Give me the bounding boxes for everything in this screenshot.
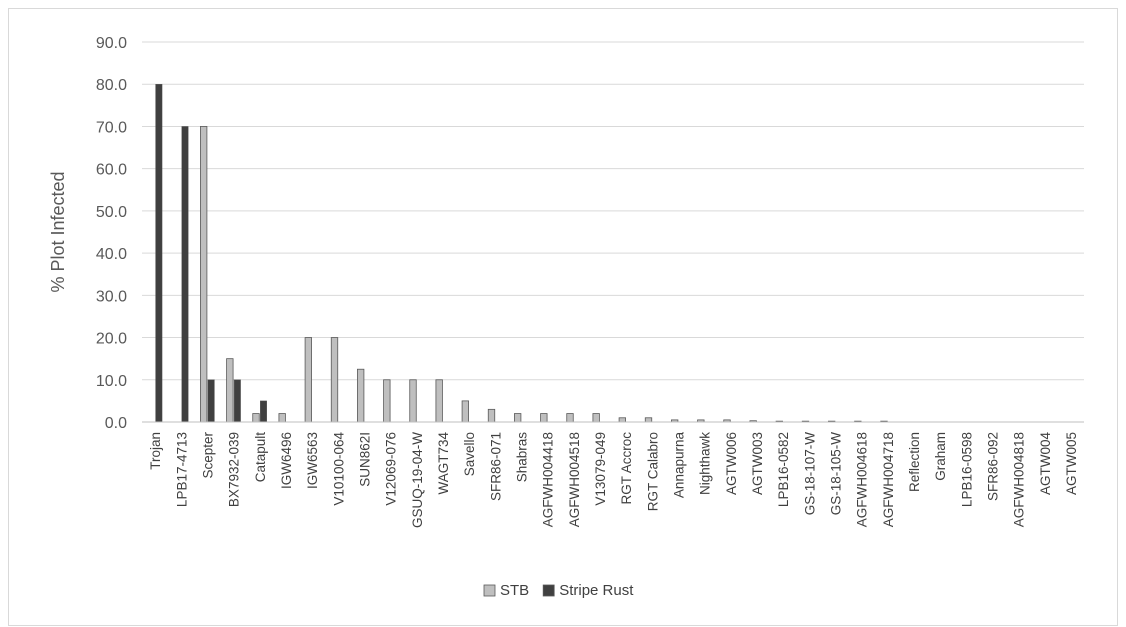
x-category-label: AGTW003 (750, 432, 765, 495)
bar-stb (644, 417, 653, 423)
y-tick-label: 30.0 (96, 288, 127, 305)
y-tick-label: 90.0 (96, 35, 127, 52)
bar-stb (435, 379, 443, 423)
y-axis-title: % Plot Infected (48, 171, 68, 292)
bar-chart: 0.0 10.0 20.0 30.0 40.0 50.0 60.0 70.0 80.0 90.0 T… (48, 35, 1084, 599)
bar-stb (200, 126, 208, 423)
x-category-label: AGFWH004518 (567, 432, 582, 527)
y-tick-label: 40.0 (96, 246, 127, 263)
bar-stripe-rust (260, 400, 267, 423)
x-category-label: GS-18-107-W (802, 432, 817, 516)
legend-label: Stripe Rust (559, 582, 634, 599)
y-tick-label: 20.0 (96, 331, 127, 348)
bar-stripe-rust (155, 84, 163, 423)
x-category-label: RGT Calabro (645, 432, 660, 511)
x-category-label: Catapult (253, 432, 268, 483)
x-category-label: IGW6563 (305, 432, 320, 489)
bar-stb (461, 400, 469, 423)
bar-stb (357, 368, 365, 423)
bar-stb (618, 417, 626, 423)
x-category-label: V10100-064 (331, 432, 346, 506)
x-category-label: LPB17-4713 (174, 432, 189, 507)
x-category-label: SFR86-071 (488, 432, 503, 501)
x-category-label: LPB16-0598 (959, 432, 974, 507)
bar-stb (330, 337, 339, 423)
x-category-label: AGFWH004418 (541, 432, 556, 527)
x-category-label: AGFWH004818 (1012, 432, 1027, 527)
x-category-label: AGFWH004618 (855, 432, 870, 527)
x-category-label: IGW6496 (279, 432, 294, 489)
bar-stripe-rust (207, 379, 215, 423)
bar-stb (278, 413, 286, 423)
bar-stripe-rust (233, 379, 241, 423)
legend-label: STB (500, 582, 529, 599)
bar-stb (252, 413, 260, 423)
x-category-label: AGTW005 (1064, 432, 1079, 495)
y-tick-label: 80.0 (96, 77, 127, 94)
x-category-label: RGT Accroc (619, 432, 634, 505)
x-category-label: V12069-076 (384, 432, 399, 506)
bar-stb (304, 337, 312, 423)
y-tick-label: 70.0 (96, 119, 127, 136)
x-category-label: SFR86-092 (985, 432, 1000, 501)
x-category-label: WAGT734 (436, 432, 451, 495)
bar-stb (409, 379, 417, 423)
x-category-label: Scepter (200, 432, 215, 479)
x-category-label: V13079-049 (593, 432, 608, 506)
bar-stb (514, 413, 522, 423)
x-category-label: BX7932-039 (227, 432, 242, 507)
x-category-label: Graham (933, 432, 948, 481)
y-tick-label: 50.0 (96, 204, 127, 221)
legend-swatch (483, 584, 496, 597)
y-tick-label: 10.0 (96, 373, 127, 390)
bar-stb (540, 413, 548, 423)
bar-stb (592, 413, 600, 423)
chart-frame: 0.0 10.0 20.0 30.0 40.0 50.0 60.0 70.0 80.0 90.0 T… (8, 8, 1118, 626)
x-category-label: Annapurna (671, 432, 686, 499)
legend-swatch (542, 584, 555, 597)
x-category-label: LPB16-0582 (776, 432, 791, 507)
bar-stb (487, 408, 496, 423)
x-category-label: AGTW006 (724, 432, 739, 495)
y-tick-label: 0.0 (105, 415, 127, 432)
x-category-label: GSUQ-19-04-W (410, 432, 425, 528)
x-category-label: GS-18-105-W (828, 432, 843, 516)
bar-stb (226, 358, 234, 423)
x-category-label: Nighthawk (698, 432, 713, 495)
x-category-label: AGFWH004718 (881, 432, 896, 527)
x-category-label: Savello (462, 432, 477, 476)
y-tick-label: 60.0 (96, 162, 127, 179)
x-category-label: Shabras (514, 432, 529, 483)
x-category-label: SUN862I (357, 432, 372, 487)
bar-stb (383, 379, 391, 423)
bar-stripe-rust (181, 126, 189, 423)
x-category-label: Reflection (907, 432, 922, 492)
bar-stb (566, 413, 574, 423)
x-category-label: AGTW004 (1038, 432, 1053, 496)
x-category-label: Trojan (148, 432, 163, 470)
